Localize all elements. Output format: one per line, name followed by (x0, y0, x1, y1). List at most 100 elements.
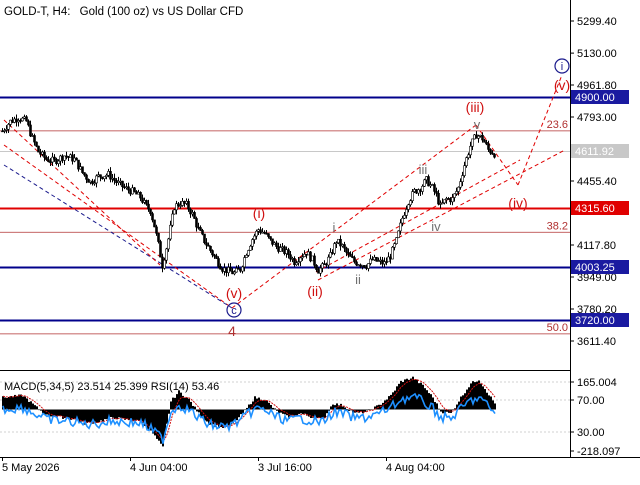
macd-bar (210, 409, 212, 425)
candle-body (43, 151, 46, 158)
candle-body (315, 264, 318, 270)
macd-bar (184, 397, 186, 410)
candle-body (29, 124, 32, 137)
candle-body (149, 208, 152, 214)
macd-bar (36, 406, 38, 410)
macd-bar (200, 409, 202, 417)
candle-body (225, 267, 228, 273)
time-tick-label: 3 Jul 16:00 (258, 462, 312, 474)
candle-body (165, 248, 168, 261)
wave-label-blue-i: i (561, 61, 563, 73)
candle-body (271, 238, 274, 245)
candle-body (143, 200, 146, 203)
macd-bar (242, 409, 244, 414)
candle-body (267, 233, 270, 237)
candle-body (147, 203, 150, 210)
candle-body (457, 186, 460, 192)
macd-bar (140, 409, 142, 423)
candle-body (199, 227, 202, 231)
wave-line-4 (517, 74, 563, 186)
macd-bar (456, 404, 458, 410)
macd-bar (484, 389, 486, 410)
candle-body (437, 192, 440, 205)
macd-bar (240, 409, 242, 415)
candle-body (235, 268, 238, 273)
candle-body (81, 166, 84, 173)
macd-bar (448, 409, 450, 413)
macd-bar (92, 409, 94, 424)
fib-label-0: 23.6 (547, 119, 568, 131)
macd-bar (388, 396, 390, 410)
indicator-tick-label: -218.097 (577, 446, 620, 458)
price-tick-label: 4117.80 (577, 240, 616, 252)
macd-bar (42, 409, 44, 414)
candle-body (91, 180, 94, 184)
candle-body (223, 267, 226, 272)
macd-bar (424, 388, 426, 410)
macd-bar (274, 408, 276, 410)
macd-bar (286, 409, 288, 416)
candle-body (161, 256, 164, 269)
macd-bar (176, 394, 178, 410)
macd-bar (90, 409, 92, 423)
macd-bar (82, 409, 84, 422)
candle-body (393, 243, 396, 248)
candle-body (35, 141, 38, 147)
macd-bar (196, 409, 198, 412)
candle-body (405, 209, 408, 216)
level-badge-bg-2 (571, 201, 629, 215)
macd-bar (2, 396, 4, 410)
candle-body (427, 176, 430, 187)
macd-bar (282, 409, 284, 414)
candle-body (485, 142, 488, 145)
macd-bar (472, 381, 474, 410)
candle-body (177, 203, 180, 207)
candle-body (173, 209, 176, 215)
candle-body (493, 153, 496, 158)
price-tick-label: 5130.00 (577, 48, 617, 60)
candle-body (71, 154, 74, 162)
price-tick-label: 4961.80 (577, 80, 617, 92)
level-badge-label-2: 4315.60 (575, 203, 615, 215)
macd-bar (468, 387, 470, 410)
symbol-description: Gold (100 oz) vs US Dollar CFD (80, 6, 244, 18)
macd-bar (406, 378, 408, 410)
macd-bar (250, 404, 252, 410)
macd-bar (122, 409, 124, 419)
candle-body (229, 267, 232, 272)
macd-bar (6, 398, 8, 410)
macd-bar (396, 386, 398, 410)
macd-bar (160, 409, 162, 444)
candle-body (407, 204, 410, 210)
price-tick-label: 3611.40 (577, 336, 616, 348)
wave-label-gray-iv: iv (431, 219, 441, 234)
candle-body (251, 239, 254, 247)
macd-bar (430, 394, 432, 410)
macd-bar (180, 392, 182, 410)
candle-body (83, 172, 86, 176)
candle-body (249, 245, 252, 251)
macd-bar (358, 409, 360, 413)
candle-body (105, 174, 108, 177)
candle-body (99, 174, 102, 178)
candle-body (129, 189, 132, 195)
candle-body (353, 257, 356, 263)
candle-body (207, 244, 210, 247)
candle-body (183, 201, 186, 204)
candle-body (433, 184, 436, 192)
macd-bar (380, 404, 382, 410)
candle-body (197, 226, 200, 229)
candle-body (289, 254, 292, 260)
macd-bar (422, 384, 424, 410)
macd-bar (30, 401, 32, 410)
macd-bar (216, 409, 218, 426)
candle-body (329, 252, 332, 258)
macd-bar (84, 409, 86, 425)
candle-body (347, 252, 350, 255)
macd-bar (74, 409, 76, 420)
macd-bar (106, 409, 108, 420)
candle-body (133, 187, 136, 192)
macd-bar (316, 409, 318, 419)
candle-body (233, 271, 236, 275)
